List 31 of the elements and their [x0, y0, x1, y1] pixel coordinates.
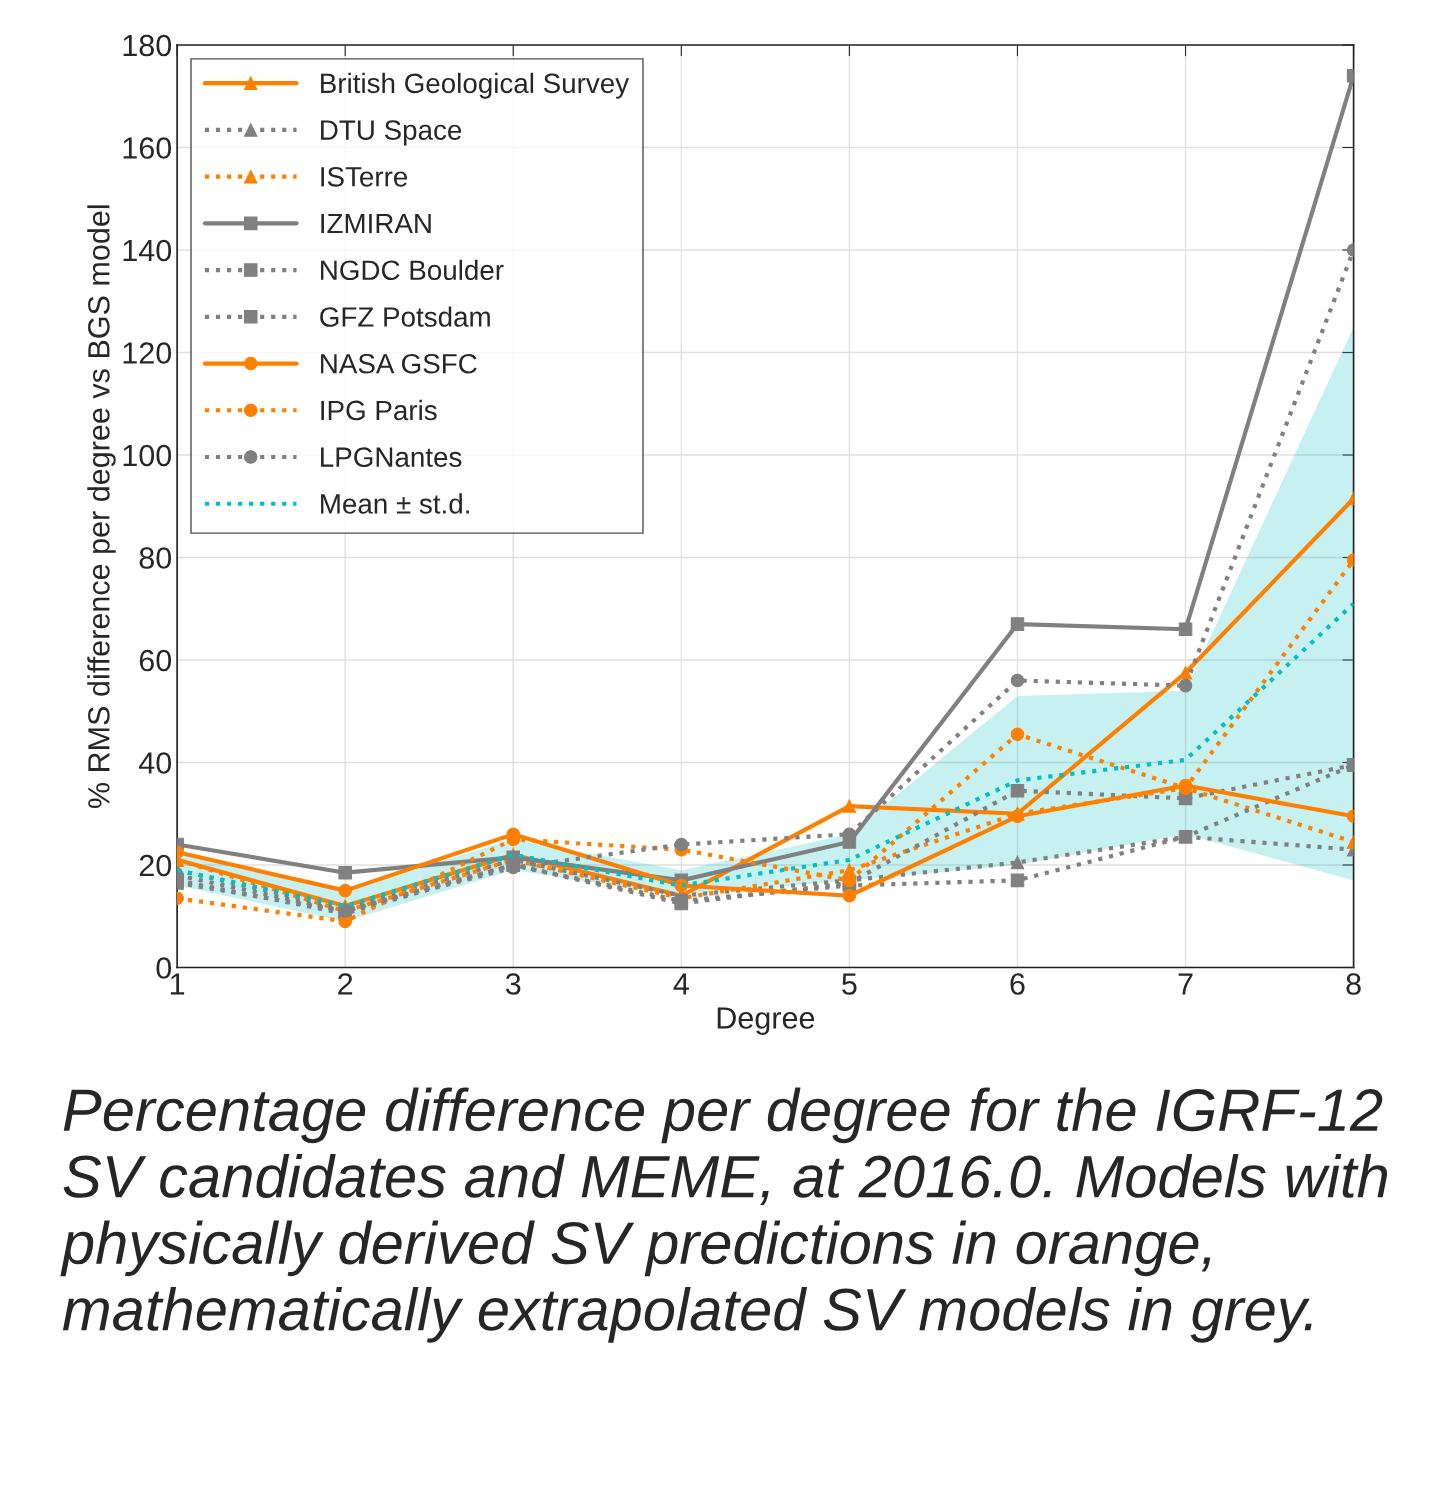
text: Percentage difference per degree for the IGRF-12 SV candidates and MEME, at 2016.0. Models with physically derived SV predictions in orange, mathematically extrapolated SV models in grey.: [60, 1087, 1388, 1343]
legend-label: IZMIRAN: [321, 213, 431, 234]
y-tick-label: 120: [123, 342, 172, 364]
y-tick-label: 80: [139, 547, 172, 569]
y-tick-label: 100: [123, 444, 172, 467]
legend-label: Mean ± st.d.: [321, 493, 469, 514]
legend-label: GFZ Potsdam: [320, 306, 490, 327]
x-tick-label: 3: [505, 973, 521, 995]
x-tick-label: 5: [842, 973, 857, 995]
x-tick-label: 2: [338, 973, 353, 995]
legend-label: DTU Space: [321, 120, 462, 146]
x-axis-title: Degree: [717, 1007, 815, 1035]
x-tick-label: 7: [1178, 973, 1193, 995]
x-tick-label: 8: [1346, 973, 1361, 995]
y-tick-label: 20: [139, 854, 172, 877]
legend-label: ISTerre: [321, 166, 408, 187]
x-tick-label: 1: [170, 973, 185, 995]
y-tick-label: 180: [123, 34, 172, 57]
legend-label: IPG Paris: [321, 399, 437, 421]
y-tick-label: 60: [139, 649, 172, 672]
y-tick-label: 140: [123, 239, 172, 262]
x-tick-label: 6: [1010, 973, 1025, 995]
y-tick-label: 0: [156, 957, 172, 979]
y-tick-label: 160: [123, 137, 172, 159]
y-tick-label: 40: [138, 752, 172, 774]
legend-label: LPGNantes: [321, 447, 462, 467]
legend-label: NGDC Boulder: [321, 259, 504, 281]
legend-label: NASA GSFC: [321, 353, 477, 374]
legend-label: British Geological Survey: [321, 72, 630, 99]
y-axis-title: % RMS difference per degree vs BGS model: [87, 205, 116, 809]
x-tick-label: 4: [673, 973, 689, 995]
